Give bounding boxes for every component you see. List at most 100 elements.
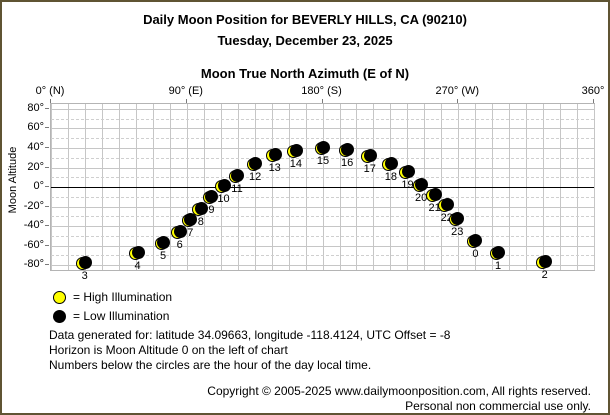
legend-low-label: = Low Illumination (73, 309, 170, 323)
moon-marker-hour-label: 20 (414, 192, 428, 204)
moon-marker-hour-label: 2 (541, 269, 548, 282)
moon-marker-hour-label: 4 (134, 260, 141, 273)
y-tick-label: 40° (27, 140, 44, 153)
moon-marker-hour-label: 7 (187, 227, 194, 240)
moon-marker-hour-label: 17 (363, 162, 376, 175)
y-tick-label: -60° (23, 238, 44, 251)
moon-marker-hour-label: 13 (268, 161, 281, 174)
y-tick-label: 0° (33, 180, 44, 192)
y-tick (45, 107, 49, 109)
moon-marker (217, 179, 231, 192)
moon-marker (205, 189, 219, 203)
moon-marker (341, 142, 355, 156)
moon-marker (451, 212, 465, 226)
legend-row-low: = Low Illumination (53, 309, 169, 323)
legend-row-high: = High Illumination (53, 290, 172, 304)
moon-marker (440, 197, 454, 211)
moon-marker (78, 256, 92, 270)
y-tick (45, 186, 49, 187)
y-tick (45, 127, 49, 129)
page-subtitle: Tuesday, December 23, 2025 (217, 33, 393, 48)
moon-marker (469, 233, 483, 247)
copyright-text: Copyright © 2005-2025 www.dailymoonposit… (207, 384, 591, 398)
moon-marker (384, 156, 398, 170)
moon-marker-hour-label: 12 (248, 170, 262, 183)
moon-marker (249, 156, 263, 170)
y-tick-label: -80° (23, 258, 44, 271)
high-illumination-icon (53, 290, 66, 304)
legend-high-label: = High Illumination (73, 290, 173, 304)
y-gridline (51, 138, 594, 140)
y-gridline (51, 157, 594, 159)
y-gridline (51, 196, 594, 198)
note-data-generated: Data generated for: latitude 34.09663, l… (49, 328, 451, 342)
moon-marker (157, 235, 171, 249)
y-tick-label: 60° (27, 121, 44, 134)
x-axis-title: Moon True North Azimuth (E of N) (200, 66, 410, 81)
moon-marker-hour-label: 6 (176, 238, 183, 251)
y-gridline (51, 216, 594, 218)
moon-marker (231, 169, 244, 183)
moon-marker (131, 246, 145, 260)
y-tick-label: 80° (27, 101, 44, 114)
y-tick (45, 225, 49, 227)
moon-marker-hour-label: 21 (428, 201, 441, 214)
moon-marker (363, 148, 377, 162)
y-gridline (51, 118, 594, 120)
moon-marker-hour-label: 11 (231, 183, 243, 196)
y-tick (45, 244, 49, 246)
moon-marker (317, 140, 330, 154)
x-gridline (594, 104, 595, 270)
y-gridline (51, 226, 594, 228)
moon-marker-hour-label: 8 (197, 216, 204, 229)
moon-marker-hour-label: 10 (217, 193, 230, 205)
moon-marker (173, 224, 187, 238)
y-tick (45, 166, 49, 168)
moon-marker-hour-label: 19 (401, 179, 414, 192)
x-tick (185, 99, 187, 103)
x-tick (457, 99, 459, 103)
moon-marker (415, 178, 429, 191)
y-tick (45, 146, 49, 148)
y-gridline (51, 245, 594, 247)
moon-marker (289, 143, 303, 157)
y-gridline (51, 235, 594, 237)
moon-marker (538, 255, 552, 269)
moon-marker-hour-label: 5 (160, 249, 167, 262)
moon-marker (401, 165, 415, 179)
moon-marker-hour-label: 1 (494, 260, 502, 273)
moon-marker-hour-label: 18 (384, 170, 398, 183)
moon-marker-hour-label: 9 (208, 203, 215, 216)
x-tick (593, 99, 594, 103)
moon-marker (428, 187, 442, 201)
y-tick-label: -40° (23, 219, 44, 232)
y-gridline (51, 177, 594, 179)
personal-use-text: Personal non commercial use only. (405, 399, 591, 413)
moon-marker-hour-label: 14 (289, 157, 303, 170)
moon-marker-hour-label: 0 (472, 247, 479, 260)
x-tick-label: 90° (E) (168, 85, 203, 97)
x-tick (321, 99, 323, 103)
y-tick-label: -20° (23, 199, 44, 212)
y-tick (45, 264, 49, 266)
horizon-line (51, 187, 594, 188)
x-tick-label: 0° (N) (35, 85, 65, 97)
x-tick (50, 99, 51, 103)
x-tick-label: 270° (W) (435, 85, 480, 97)
y-gridline (51, 255, 594, 257)
y-tick-label: 20° (27, 160, 44, 173)
y-gridline (51, 167, 594, 169)
moon-marker (184, 213, 198, 227)
footer: Copyright © 2005-2025 www.dailymoonposit… (207, 384, 591, 413)
moon-marker-hour-label: 23 (451, 226, 464, 239)
moon-marker-hour-label: 15 (316, 154, 330, 167)
moon-marker-hour-label: 3 (81, 270, 88, 283)
y-gridline (51, 206, 594, 208)
moon-marker (268, 147, 282, 161)
moon-marker-hour-label: 16 (340, 156, 354, 169)
x-tick-label: 180° (S) (301, 85, 342, 97)
low-illumination-icon (53, 309, 66, 323)
y-gridline (51, 265, 594, 267)
